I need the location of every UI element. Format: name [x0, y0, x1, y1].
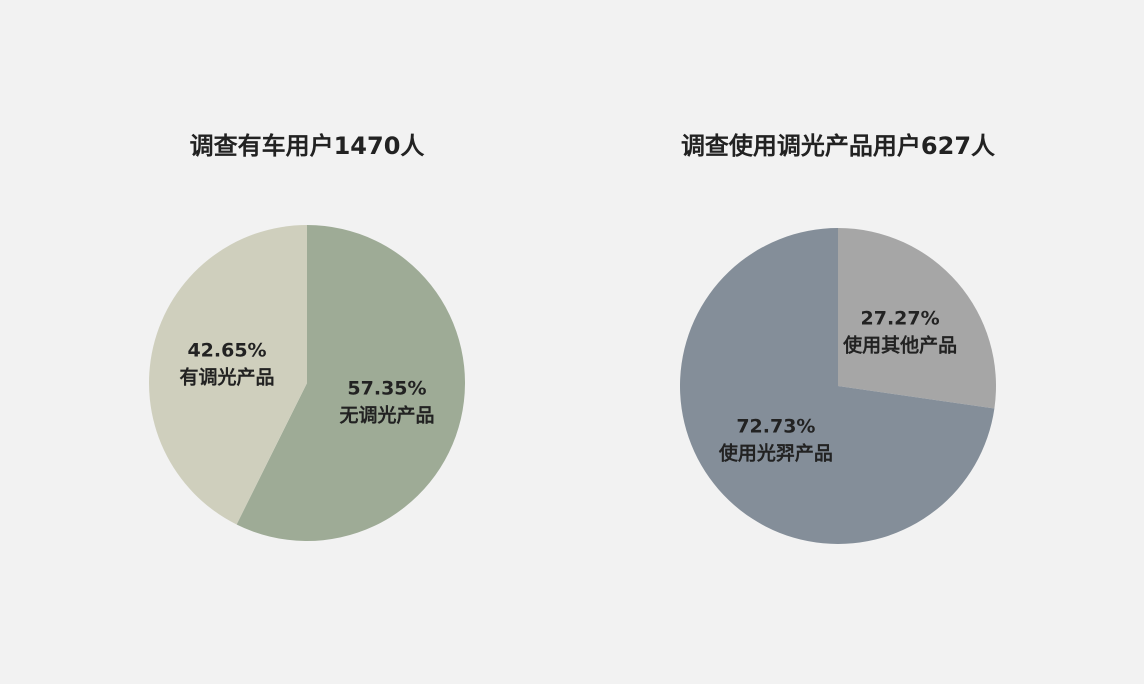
category-label: 使用光羿产品	[718, 441, 833, 464]
category-label: 有调光产品	[180, 366, 275, 389]
value-label: 72.73%	[736, 415, 815, 437]
value-label: 42.65%	[187, 340, 266, 362]
category-label: 使用其他产品	[842, 334, 957, 357]
category-label: 无调光产品	[339, 403, 434, 426]
value-label: 27.27%	[861, 308, 940, 330]
pie-slice	[236, 225, 466, 541]
value-label: 57.35%	[347, 377, 426, 399]
chart-title: 调查有车用户1470人	[190, 132, 425, 160]
pie-slice	[680, 228, 995, 544]
pie-slice	[838, 228, 996, 409]
chart-title: 调查使用调光产品用户627人	[681, 132, 995, 160]
pie-slice	[149, 225, 307, 525]
